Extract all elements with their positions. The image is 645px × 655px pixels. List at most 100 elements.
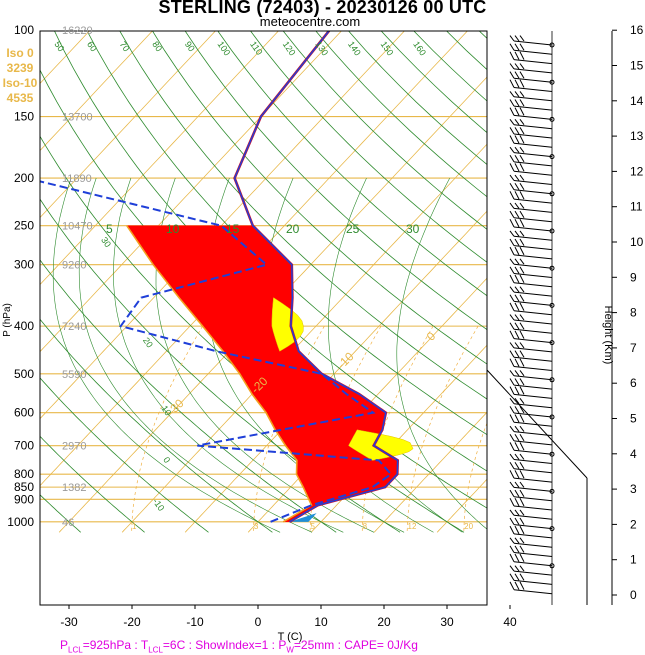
wind-barb-flag — [514, 43, 520, 51]
pressure-tick-label: 700 — [14, 439, 34, 453]
wind-marker — [549, 79, 555, 85]
wind-barb — [513, 431, 553, 437]
moist-adiabat-label: 5 — [106, 222, 113, 236]
height-tick-label: 7 — [630, 341, 637, 355]
wind-barb — [513, 542, 553, 548]
wind-barb — [513, 589, 553, 595]
geopotential-label: 5590 — [62, 369, 86, 381]
pressure-tick-label: 850 — [14, 480, 34, 494]
chart-subtitle: meteocentre.com — [259, 14, 361, 29]
isotherm-line — [500, 30, 645, 532]
wind-barb-flag — [509, 174, 515, 181]
wind-barb — [513, 87, 553, 92]
wind-barb-flag — [509, 581, 515, 590]
wind-barb — [513, 77, 553, 83]
dewpoint-line — [40, 180, 393, 523]
wind-barb-flag — [514, 497, 520, 507]
wind-barb-flag — [514, 71, 520, 79]
wind-barb-flag — [514, 135, 520, 144]
dry-adiabat-label: 0 — [161, 455, 172, 465]
wind-barb-flag — [514, 442, 520, 451]
dry-adiabat-line — [348, 31, 487, 166]
height-tick-label: 13 — [630, 129, 644, 143]
wind-barb — [513, 254, 553, 260]
moist-adiabat-label: 10 — [166, 222, 180, 236]
wind-barb-flag — [519, 414, 525, 423]
pressure-tick-label: 1000 — [7, 515, 34, 529]
wind-barb-flag — [514, 537, 520, 544]
pw-sub: W — [286, 645, 294, 655]
wind-barb-flag — [514, 191, 520, 200]
wind-barb-flag — [509, 210, 515, 218]
wind-barb-flag — [509, 378, 515, 386]
wind-barb-flag — [519, 398, 525, 404]
wind-barb — [513, 319, 553, 325]
wind-barb — [513, 245, 553, 251]
wind-barb-flag — [509, 425, 515, 432]
geopotential-label: 46 — [62, 517, 74, 529]
wind-marker — [549, 116, 555, 122]
dry-adiabat-line — [40, 69, 487, 509]
temp-tick-label: -10 — [186, 615, 204, 629]
wind-barb-flag — [514, 453, 520, 460]
geopotential-label: 9260 — [62, 260, 86, 272]
dry-adiabat-line — [250, 31, 487, 263]
wind-barb — [513, 226, 553, 232]
wind-barb-flag — [514, 517, 520, 525]
wind-barb-flag — [519, 202, 525, 209]
isotherm-label: 0 — [424, 329, 439, 344]
dry-adiabat-label: 90 — [183, 39, 197, 53]
wind-barb-flag — [519, 314, 525, 321]
moist-adiabat-line — [155, 178, 375, 533]
wind-barb-flag — [509, 91, 515, 98]
wind-barb-flag — [519, 386, 525, 395]
wind-barb-flag — [514, 302, 520, 311]
wind-barb-flag — [509, 537, 515, 544]
wind-barb-flag — [509, 43, 515, 51]
wind-barb-flag — [514, 155, 520, 163]
wind-barb-flag — [514, 91, 520, 98]
isotherm-line — [40, 31, 279, 286]
wind-barb-flag — [509, 286, 515, 293]
cin-area — [348, 429, 414, 461]
wind-barb-flag — [514, 322, 520, 330]
mixing-ratio-label: 12 — [408, 522, 417, 531]
wind-barb-flag — [509, 414, 515, 423]
wind-barb-flag — [519, 434, 525, 442]
pw-label: P — [278, 638, 287, 652]
wind-barb-flag — [509, 442, 515, 451]
wind-barb — [513, 384, 553, 390]
wind-barb-flag — [519, 442, 525, 451]
wind-barb — [513, 96, 553, 102]
wind-barb — [513, 570, 553, 576]
wind-barb — [513, 189, 553, 195]
dry-adiabat-label: 140 — [346, 39, 363, 57]
wind-barb-flag — [519, 517, 525, 525]
wind-barb-flag — [509, 127, 515, 135]
wind-barb-flag — [509, 266, 515, 274]
height-tick-label: 5 — [630, 412, 637, 426]
dry-adiabat-line — [40, 198, 401, 533]
dry-adiabat-label: 70 — [118, 39, 132, 53]
wind-barb — [513, 579, 553, 585]
geopotential-label: 11890 — [62, 173, 92, 185]
moist-adiabat-line — [328, 177, 463, 533]
height-tick-label: 1 — [630, 553, 637, 567]
wind-barb-flag — [514, 330, 520, 339]
wind-barb-flag — [514, 398, 520, 404]
dry-adiabat-line — [40, 318, 273, 533]
wind-barb-flag — [514, 342, 520, 349]
wind-barb-flag — [509, 79, 515, 88]
y-axis-label: P (hPa) — [2, 303, 13, 337]
isotherm-label: -20 — [248, 374, 270, 396]
wind-barb-flag — [519, 258, 525, 265]
height-tick-label: 8 — [630, 306, 637, 320]
wind-barb-flag — [514, 386, 520, 395]
wind-barb-flag — [519, 43, 525, 51]
chart-title: STERLING (72403) - 20230126 00 UTC — [158, 0, 487, 17]
wind-barb-flag — [514, 202, 520, 209]
surface-area — [289, 513, 317, 522]
geopotential-label: 7240 — [62, 321, 86, 333]
wind-barb-flag — [509, 146, 515, 153]
wind-barb-flag — [509, 202, 515, 209]
